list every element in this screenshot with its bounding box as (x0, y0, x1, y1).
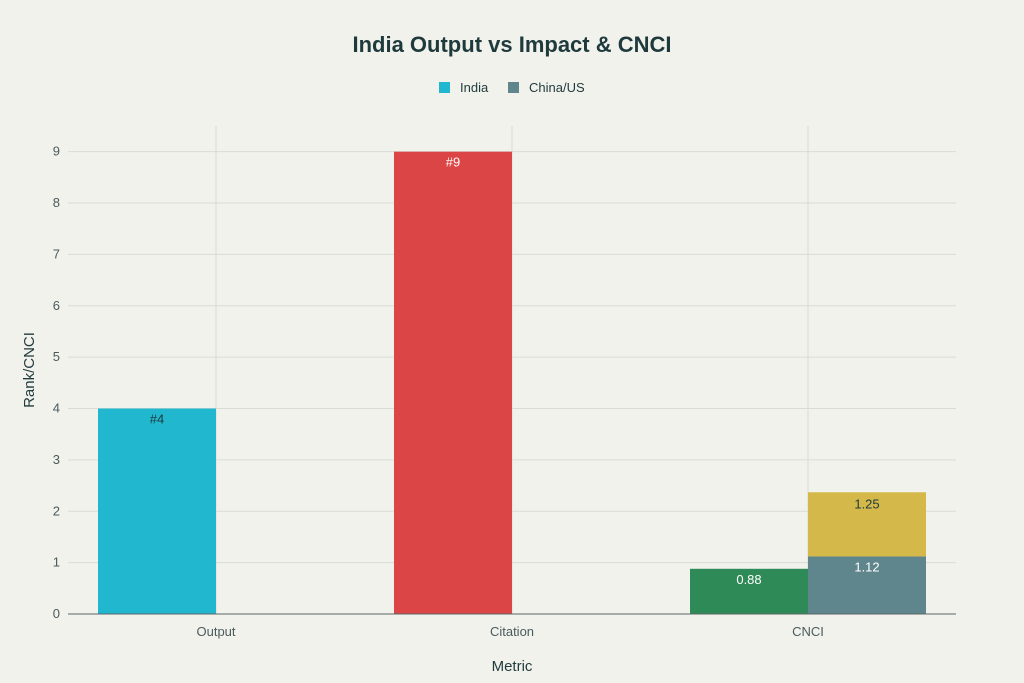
x-tick-label-2: CNCI (792, 624, 824, 639)
bar-india-0 (98, 408, 216, 614)
y-tick-label-9: 9 (53, 144, 60, 159)
bar-chinaus-2 (808, 556, 926, 614)
chart-title: India Output vs Impact & CNCI (352, 32, 671, 57)
y-tick-label-5: 5 (53, 349, 60, 364)
data-label-india-2: 0.88 (736, 572, 761, 587)
y-tick-label-0: 0 (53, 606, 60, 621)
bar-india-1 (394, 151, 512, 614)
bar-india-2 (690, 568, 808, 614)
data-label-india-1: #9 (446, 155, 460, 170)
y-tick-label-1: 1 (53, 555, 60, 570)
x-axis-label: Metric (492, 658, 533, 675)
x-tick-label-0: Output (196, 624, 235, 639)
y-axis-label: Rank/CNCI (21, 332, 38, 408)
y-tick-label-4: 4 (53, 401, 60, 416)
legend-swatch-1 (508, 82, 519, 93)
y-tick-label-3: 3 (53, 452, 60, 467)
legend-label-1: China/US (529, 80, 585, 95)
legend-label-0: India (460, 80, 489, 95)
bar-stacked-2 (808, 492, 926, 557)
y-tick-label-7: 7 (53, 246, 60, 261)
data-label-india-0: #4 (150, 412, 164, 427)
data-label-chinaus-2: 1.12 (854, 559, 879, 574)
y-tick-label-8: 8 (53, 195, 60, 210)
data-label-stacked-2: 1.25 (854, 496, 879, 511)
x-tick-label-1: Citation (490, 624, 534, 639)
legend-swatch-0 (439, 82, 450, 93)
y-tick-label-6: 6 (53, 298, 60, 313)
y-tick-label-2: 2 (53, 503, 60, 518)
